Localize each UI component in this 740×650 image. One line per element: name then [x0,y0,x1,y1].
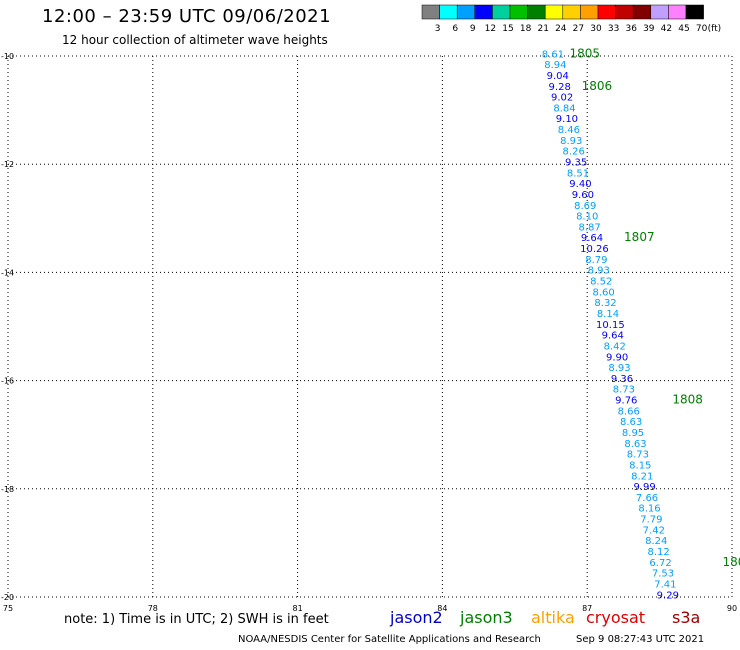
pass-time-label: 1809 [723,555,740,569]
wave-height-point: 8.24 [645,536,667,547]
wave-height-point: 7.79 [640,515,662,526]
wave-height-point: 8.73 [627,450,649,461]
wave-height-point: 8.26 [563,147,585,158]
x-tick-label: 78 [148,604,158,613]
wave-height-point: 9.90 [606,352,628,363]
wave-height-point: 8.61 [542,49,564,60]
wave-height-point: 9.36 [611,374,633,385]
wave-height-point: 8.52 [590,277,612,288]
wave-height-point: 8.60 [592,287,614,298]
wave-height-point: 9.10 [556,114,578,125]
scale-label: 39 [643,24,655,34]
map-title: 12:00 – 23:59 UTC 09/06/2021 [42,6,332,27]
y-tick-label: -14 [1,268,14,277]
pass-time-label: 1805 [570,46,601,60]
wave-height-point: 8.15 [629,460,651,471]
wave-height-point: 10.26 [580,244,609,255]
wave-height-point: 9.60 [572,190,594,201]
wave-height-point: 8.93 [608,363,630,374]
wave-height-point: 7.53 [652,569,674,580]
scale-label: 70 [696,24,708,34]
wave-height-point: 7.66 [636,493,658,504]
scale-label: 42 [661,24,672,34]
y-tick-label: -18 [1,485,14,494]
pass-time-label: 1808 [672,393,703,407]
wave-height-point: 8.46 [558,125,580,136]
satellite-label-s3a: s3a [672,608,701,627]
footer-timestamp: Sep 9 08:27:43 UTC 2021 [576,634,705,645]
wave-height-point: 8.63 [624,439,646,450]
scale-label: 21 [537,24,548,34]
wave-height-point: 10.15 [596,320,625,331]
pass-time-label: 1807 [624,230,655,244]
wave-height-point: 9.29 [657,590,679,601]
wave-height-point: 9.64 [581,233,603,244]
wave-height-point: 9.35 [565,157,587,168]
wave-height-point: 8.63 [620,417,642,428]
wave-height-point: 8.51 [567,168,589,179]
wave-height-point: 8.66 [618,406,640,417]
wave-height-point: 9.99 [634,482,656,493]
x-tick-label: 87 [582,604,592,613]
color-scale-legend: 3 6 9 12 15 18 21 24 27 30 33 36 39 42 45 70 (ft) [421,4,722,34]
scale-label: 15 [502,24,513,34]
satellite-label-jason3: jason3 [460,608,513,627]
satellite-label-altika: altika [531,608,575,627]
scale-label: 27 [573,24,584,34]
wave-height-point: 9.40 [569,179,591,190]
scale-label: 3 [435,24,441,34]
wave-height-point: 8.93 [588,266,610,277]
scale-label: 33 [608,24,619,34]
wave-height-point: 8.12 [648,547,670,558]
wave-height-point: 8.95 [622,428,644,439]
wave-height-point: 8.14 [597,309,619,320]
scale-swatch [685,4,704,20]
wave-height-point: 8.87 [578,222,600,233]
scale-label: 30 [590,24,602,34]
scale-label: 24 [555,24,567,34]
wave-height-point: 8.73 [613,385,635,396]
wave-height-point: 9.04 [547,71,569,82]
wave-height-point: 8.32 [594,298,616,309]
wave-height-point: 8.10 [576,212,598,223]
wave-height-point: 8.84 [553,103,575,114]
x-tick-label: 84 [437,604,447,613]
x-tick-label: 75 [3,604,13,613]
y-tick-label: -16 [1,377,14,386]
scale-label: 18 [520,24,532,34]
y-tick-label: -20 [1,593,14,602]
scale-label: 9 [470,24,476,34]
scale-label: 12 [485,24,496,34]
wave-height-point: 8.93 [560,136,582,147]
scale-label: 36 [625,24,637,34]
x-tick-label: 81 [293,604,303,613]
satellite-label-cryosat: cryosat [586,608,646,627]
wave-height-point: 8.94 [544,60,566,71]
wave-height-point: 8.79 [585,255,607,266]
wave-height-point: 9.76 [615,396,637,407]
wave-height-point: 8.21 [631,471,653,482]
wave-height-point: 6.72 [649,558,671,569]
wave-height-point: 8.42 [604,341,626,352]
wave-height-point: 7.42 [643,525,665,536]
x-tick-label: 90 [727,604,737,613]
wave-height-point: 8.69 [574,201,596,212]
satellite-label-jason2: jason2 [390,608,443,627]
pass-time-label: 1806 [582,79,613,93]
wave-height-point: 9.28 [549,82,571,93]
wave-height-point: 8.16 [638,504,660,515]
wave-height-point: 9.64 [602,331,624,342]
map-subtitle: 12 hour collection of altimeter wave hei… [62,33,328,47]
scale-unit: (ft) [708,24,722,34]
y-tick-label: -10 [1,52,14,61]
footnote: note: 1) Time is in UTC; 2) SWH is in fe… [64,612,329,627]
footer-credit: NOAA/NESDIS Center for Satellite Applica… [238,634,541,645]
scale-label: 6 [452,24,458,34]
y-tick-label: -12 [1,160,14,169]
wave-height-point: 7.41 [654,579,676,590]
scale-label: 45 [678,24,689,34]
wave-height-point: 9.02 [551,93,573,104]
